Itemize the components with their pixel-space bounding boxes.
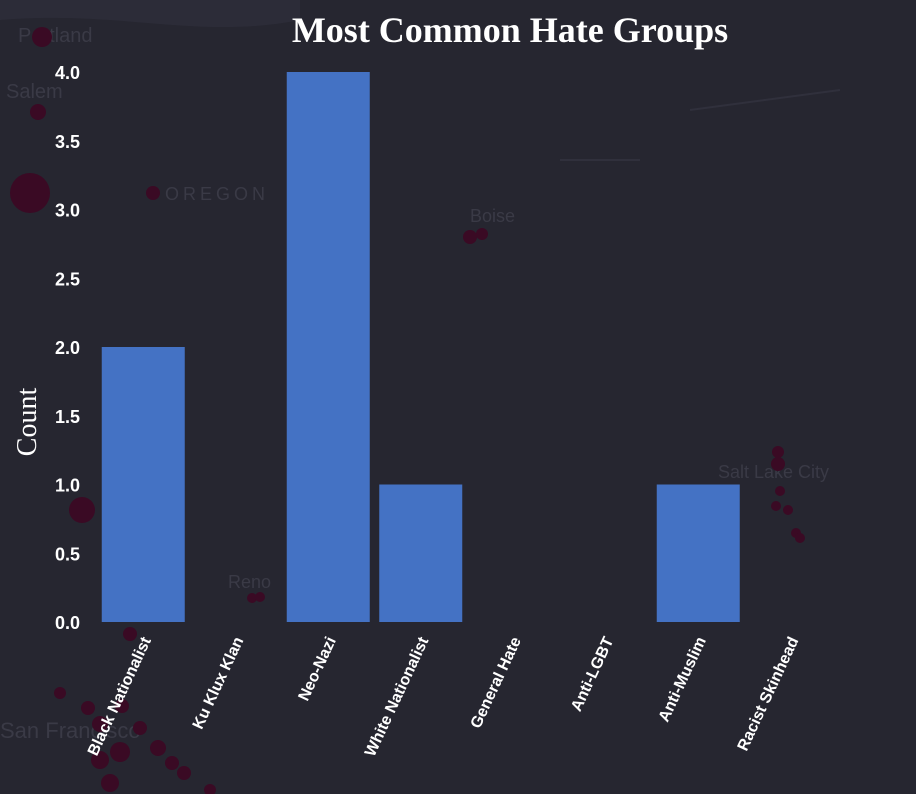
x-tick-label: Anti-LGBT bbox=[568, 634, 617, 714]
y-tick-label: 2.5 bbox=[55, 269, 80, 289]
bars bbox=[101, 72, 740, 622]
bar bbox=[379, 484, 463, 622]
map-label-san-francisco: San Francisco bbox=[0, 718, 141, 743]
bar bbox=[286, 72, 370, 622]
y-tick-label: 2.0 bbox=[55, 338, 80, 358]
x-tick-label: General Hate bbox=[468, 634, 525, 731]
x-tick-label: Racist Skinhead bbox=[735, 635, 803, 754]
bar bbox=[656, 484, 740, 622]
y-tick-label: 1.5 bbox=[55, 407, 80, 427]
map-label-oregon: OREGON bbox=[165, 184, 269, 204]
chart-title: Most Common Hate Groups bbox=[292, 10, 728, 50]
y-axis-label: Count bbox=[12, 388, 43, 457]
map-label-salem: Salem bbox=[6, 81, 63, 103]
y-tick-label: 0.5 bbox=[55, 544, 80, 564]
y-axis-ticks: 0.0 0.5 1.0 1.5 2.0 2.5 3.0 3.5 4.0 bbox=[55, 63, 80, 633]
x-tick-label: Ku Klux Klan bbox=[190, 635, 247, 732]
y-tick-label: 3.5 bbox=[55, 132, 80, 152]
map-dots bbox=[10, 27, 805, 794]
x-axis-ticks: Black Nationalist Ku Klux Klan Neo-Nazi Whi… bbox=[85, 634, 802, 759]
x-tick-label: Anti-Muslim bbox=[656, 635, 710, 725]
map-label-salt-lake-city: Salt Lake City bbox=[718, 462, 829, 482]
y-tick-label: 0.0 bbox=[55, 613, 80, 633]
map-label-boise: Boise bbox=[470, 206, 515, 226]
y-tick-label: 3.0 bbox=[55, 201, 80, 221]
bar bbox=[101, 347, 185, 622]
y-tick-label: 1.0 bbox=[55, 476, 80, 496]
x-tick-label: Black Nationalist bbox=[85, 634, 155, 759]
x-tick-label: Neo-Nazi bbox=[296, 635, 340, 704]
x-tick-label: White Nationalist bbox=[362, 634, 433, 759]
map-label-reno: Reno bbox=[228, 572, 271, 592]
y-tick-label: 4.0 bbox=[55, 63, 80, 83]
